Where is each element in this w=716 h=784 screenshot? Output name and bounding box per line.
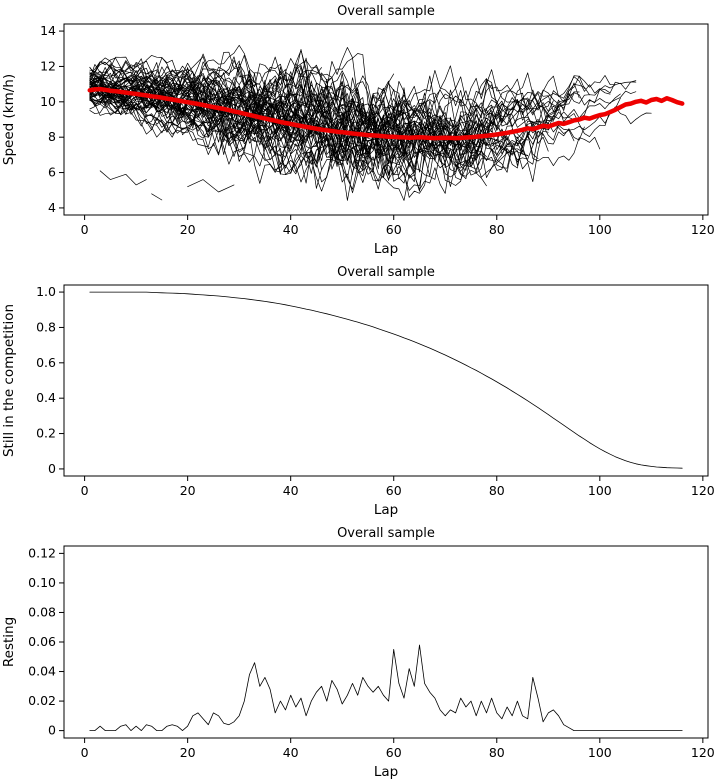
- individual-run-line: [89, 80, 472, 184]
- y-tick-label: 8: [48, 129, 56, 144]
- x-tick-label: 0: [81, 483, 89, 498]
- y-tick-label: 14: [40, 23, 56, 38]
- individual-run-line: [89, 88, 415, 184]
- y-tick-label: 0.08: [28, 604, 56, 619]
- x-tick-label: 40: [283, 483, 299, 498]
- x-axis-label: Lap: [374, 764, 398, 780]
- individual-run-line: [89, 95, 487, 188]
- individual-run-line: [89, 83, 559, 194]
- x-tick-label: 40: [283, 222, 299, 237]
- y-tick-label: 0.8: [36, 319, 56, 334]
- individual-run-segment: [151, 193, 163, 201]
- x-tick-label: 60: [386, 483, 402, 498]
- sample-mean-speed: [87, 86, 685, 141]
- y-tick-label: 0.4: [36, 390, 56, 405]
- y-axis-label: Resting: [1, 617, 17, 667]
- y-axis-label: Speed (km/h): [1, 74, 17, 165]
- x-tick-label: 40: [283, 745, 299, 760]
- x-tick-label: 20: [180, 483, 196, 498]
- speed-profile-plot: 0 20 40 60 80 100 120 4 6 8 10 12 14 Overall sample La…: [1, 4, 715, 257]
- y-tick-label: 0.06: [28, 634, 56, 649]
- y-tick-label: 0.04: [28, 664, 56, 679]
- x-tick-label: 80: [489, 745, 505, 760]
- individual-run-line: [89, 44, 585, 160]
- individual-run-line: [89, 57, 333, 129]
- x-tick-label: 80: [489, 483, 505, 498]
- x-tick-label: 60: [386, 222, 402, 237]
- x-tick-label: 100: [588, 483, 612, 498]
- resting-proportion: [89, 644, 683, 732]
- y-tick-label: 0.2: [36, 426, 56, 441]
- individual-run-line: [89, 78, 580, 148]
- y-tick-label: 0.10: [28, 575, 56, 590]
- x-axis-label: Lap: [374, 241, 398, 257]
- y-tick-label: 1.0: [36, 284, 56, 299]
- survival-chart: 0 20 40 60 80 100 120 0 0.2 0.4 0.6 0.8 1.0 Overall s…: [0, 261, 716, 522]
- individual-run-line: [89, 86, 410, 176]
- x-tick-label: 120: [691, 745, 715, 760]
- x-tick-label: 20: [180, 745, 196, 760]
- x-tick-label: 120: [691, 222, 715, 237]
- x-tick-label: 0: [81, 222, 89, 237]
- chart-title: Overall sample: [337, 4, 435, 19]
- survival-plot: 0 20 40 60 80 100 120 0 0.2 0.4 0.6 0.8 1.0 Overall s…: [1, 265, 715, 518]
- speed-profile-chart: 0 20 40 60 80 100 120 4 6 8 10 12 14 Overall sample La…: [0, 0, 716, 261]
- chart-title: Overall sample: [337, 265, 435, 280]
- x-tick-label: 20: [180, 222, 196, 237]
- plot-box: [63, 23, 709, 216]
- x-tick-label: 0: [81, 745, 89, 760]
- individual-run-line: [89, 49, 425, 178]
- chart-title: Overall sample: [337, 526, 435, 541]
- x-tick-label: 100: [588, 222, 612, 237]
- plot-box: [63, 284, 709, 477]
- individual-run-line: [89, 85, 621, 198]
- y-tick-label: 0: [48, 723, 56, 738]
- y-tick-label: 0.12: [28, 545, 56, 560]
- individual-run-line: [89, 85, 575, 190]
- y-axis-label: Still in the competition: [1, 304, 17, 457]
- individual-run-line: [89, 86, 529, 183]
- x-axis-label: Lap: [374, 502, 398, 518]
- y-tick-label: 4: [48, 200, 56, 215]
- resting-chart: 0 20 40 60 80 100 120 0 0.02 0.04 0.06 0.08 0.10 0.12…: [0, 522, 716, 784]
- individual-run-line: [89, 51, 637, 140]
- x-tick-label: 100: [588, 745, 612, 760]
- y-tick-label: 6: [48, 165, 56, 180]
- individual-run-segment: [187, 179, 235, 193]
- proportion-still-in-competition: [89, 291, 683, 469]
- y-tick-label: 0.02: [28, 693, 56, 708]
- plot-box: [63, 545, 709, 739]
- individual-run-line: [89, 104, 601, 192]
- individual-run-line: [89, 79, 544, 168]
- y-tick-label: 12: [40, 58, 56, 73]
- x-tick-label: 120: [691, 483, 715, 498]
- individual-run-line: [89, 62, 554, 159]
- individual-run-line: [89, 79, 487, 173]
- individual-run-segment: [99, 170, 147, 186]
- y-tick-label: 0.6: [36, 355, 56, 370]
- resting-plot: 0 20 40 60 80 100 120 0 0.02 0.04 0.06 0.08 0.10 0.12…: [1, 526, 715, 780]
- x-tick-label: 60: [386, 745, 402, 760]
- y-tick-label: 10: [40, 94, 56, 109]
- x-tick-label: 80: [489, 222, 505, 237]
- y-tick-label: 0: [48, 461, 56, 476]
